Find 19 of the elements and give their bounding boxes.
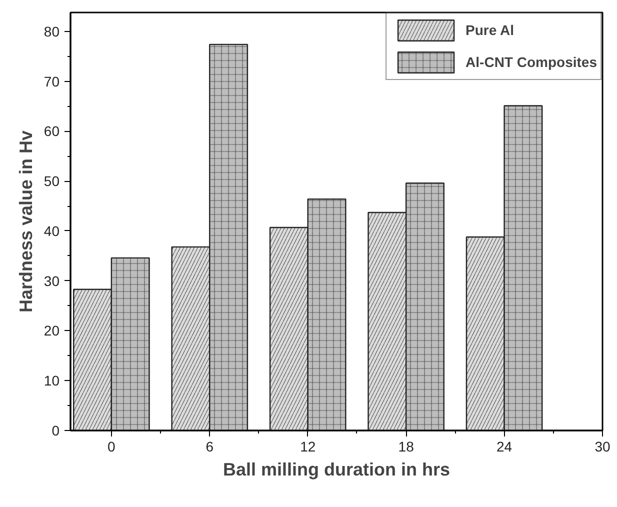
x-tick-label: 24: [496, 438, 512, 454]
y-tick-label: 50: [44, 173, 60, 190]
legend-label: Pure Al: [466, 22, 514, 38]
y-tick-label: 30: [44, 272, 60, 289]
y-tick-label: 0: [52, 422, 60, 438]
y-tick-label: 60: [44, 123, 60, 140]
x-tick-label: 12: [300, 438, 316, 454]
x-tick-label: 18: [398, 438, 414, 454]
x-tick-label: 0: [108, 438, 116, 454]
y-axis-title: Hardness value in Hv: [16, 130, 36, 313]
x-axis-title: Ball milling duration in hrs: [222, 460, 450, 480]
y-tick-label: 70: [44, 73, 60, 90]
y-tick-label: 80: [44, 23, 60, 40]
legend-label: Al-CNT Composites: [466, 54, 597, 70]
y-tick-label: 40: [44, 222, 60, 239]
y-tick-label: 20: [44, 322, 60, 339]
x-tick-label: 6: [206, 438, 214, 454]
x-tick-label: 30: [594, 438, 610, 454]
y-tick-label: 10: [44, 372, 60, 389]
